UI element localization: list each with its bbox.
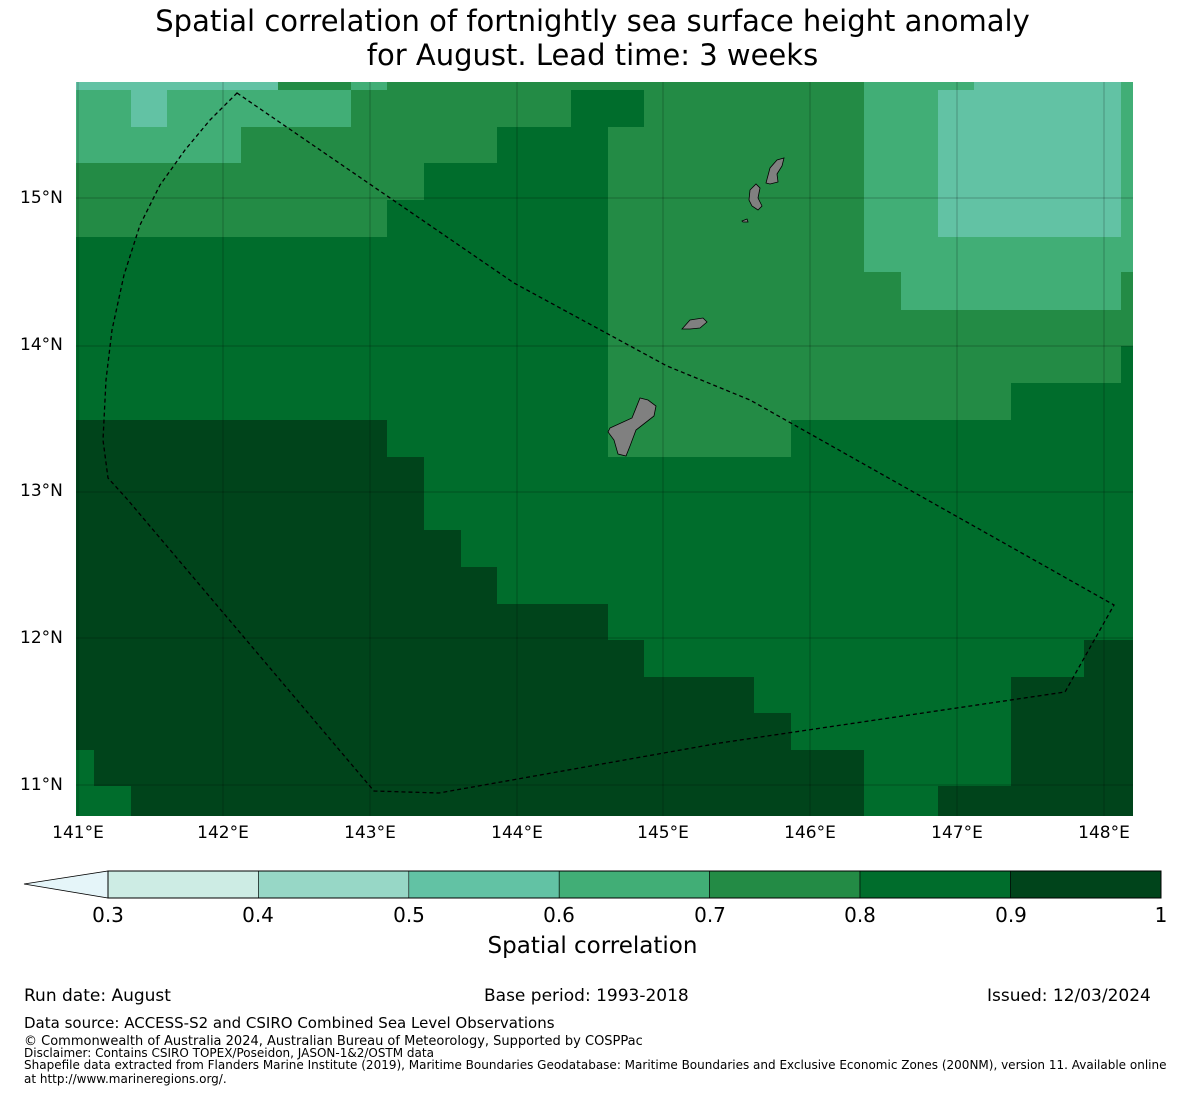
heatmap-cells (76, 82, 1133, 816)
guam-landmass (607, 397, 657, 457)
copyright: © Commonwealth of Australia 2024, Austra… (24, 1034, 643, 1049)
heatmap-cell (387, 457, 424, 816)
colorbar-bin-0.4-0.5 (258, 870, 410, 899)
heatmap-cell (76, 272, 176, 420)
lon-label-142: 142°E (197, 823, 249, 843)
heatmap-cell (1084, 640, 1133, 680)
heatmap-cell (278, 82, 387, 90)
heatmap-cell (351, 82, 387, 90)
heatmap-cell (497, 127, 608, 237)
colorbar-bin-0.3-0.4 (107, 870, 259, 899)
run-date: Run date: August (24, 986, 171, 1006)
heatmap-cell (94, 786, 131, 816)
colorbar-frame (107, 870, 1162, 899)
heatmap-cell (791, 420, 1133, 460)
colorbar-tick-0.3: 0.3 (92, 903, 124, 927)
lat-label-11: 11°N (20, 775, 63, 795)
data-source: Data source: ACCESS-S2 and CSIRO Combine… (24, 1014, 555, 1032)
heatmap-cell (1011, 383, 1133, 423)
heatmap-cell (974, 82, 1121, 90)
lon-label-141: 141°E (52, 823, 104, 843)
heatmap-cell (571, 90, 644, 127)
heatmap-cell (461, 567, 497, 816)
heatmap-cell (901, 272, 1133, 310)
aguijan-landmass (741, 218, 749, 223)
heatmap-cell (76, 420, 387, 816)
map-gridlines (76, 82, 1133, 816)
colorbar-tick-1: 1 (1154, 903, 1168, 927)
tinian-landmass (748, 183, 763, 211)
lon-label-145: 145°E (637, 823, 689, 843)
lat-label-15: 15°N (20, 188, 63, 208)
heatmap-cell (1121, 82, 1133, 272)
colorbar-tick-0.5: 0.5 (393, 903, 425, 927)
colorbar (23, 870, 1162, 899)
title-line-1: Spatial correlation of fortnightly sea s… (155, 4, 1030, 38)
heatmap-cell (1121, 346, 1133, 386)
heatmap-cell (938, 786, 1011, 816)
heatmap-cell (608, 640, 644, 816)
disclaimer: Disclaimer: Contains CSIRO TOPEX/Poseido… (24, 1046, 434, 1060)
base-period: Base period: 1993-2018 (484, 986, 689, 1006)
colorbar-extend-arrow (23, 870, 109, 899)
land-masses (607, 157, 785, 457)
colorbar-tick-0.4: 0.4 (242, 903, 274, 927)
colorbar-label: Spatial correlation (487, 933, 698, 959)
colorbar-tick-0.6: 0.6 (543, 903, 575, 927)
heatmap-cell (791, 750, 864, 816)
heatmap-cell (76, 82, 278, 90)
lon-label-147: 147°E (931, 823, 983, 843)
colorbar-bin-0.5-0.6 (408, 870, 560, 899)
lon-label-143: 143°E (344, 823, 396, 843)
heatmap-cell (131, 90, 167, 127)
heatmap-cell (1121, 272, 1133, 310)
colorbar-tick-0.8: 0.8 (844, 903, 876, 927)
eez-boundary (102, 92, 1115, 794)
shapefile-credit-2: at http://www.marineregions.org/. (24, 1072, 227, 1086)
heatmap-cell (424, 530, 461, 816)
heatmap-cell (571, 237, 608, 310)
title-line-2: for August. Lead time: 3 weeks (366, 38, 819, 72)
heatmap-cell (497, 604, 608, 816)
saipan-landmass (765, 157, 785, 185)
issued-date: Issued: 12/03/2024 (987, 986, 1151, 1006)
lat-label-12: 12°N (20, 628, 63, 648)
colorbar-bin-0.8-0.9 (859, 870, 1011, 899)
chart-title: Spatial correlation of fortnightly sea s… (0, 4, 1185, 72)
lat-label-14: 14°N (20, 335, 63, 355)
lon-label-146: 146°E (784, 823, 836, 843)
lon-label-144: 144°E (491, 823, 543, 843)
heatmap-cell (76, 750, 94, 816)
colorbar-tick-0.7: 0.7 (694, 903, 726, 927)
lat-label-13: 13°N (20, 481, 63, 501)
heatmap-cell (241, 90, 351, 127)
colorbar-bin-0.9-1 (1010, 870, 1162, 899)
correlation-map (76, 82, 1133, 816)
heatmap-cell (718, 713, 791, 816)
rota-landmass (681, 317, 708, 330)
heatmap-cell (1011, 677, 1133, 816)
colorbar-bin-0.6-0.7 (558, 870, 710, 899)
eez-dashed-line (102, 92, 1115, 794)
colorbar-bins (107, 870, 1162, 899)
shapefile-credit-1: Shapefile data extracted from Flanders M… (24, 1058, 1167, 1072)
colorbar-bin-0.7-0.8 (709, 870, 861, 899)
lon-label-148: 148°E (1078, 823, 1130, 843)
colorbar-tick-0.9: 0.9 (995, 903, 1027, 927)
heatmap-cell (864, 786, 938, 816)
heatmap-cell (938, 90, 1121, 237)
